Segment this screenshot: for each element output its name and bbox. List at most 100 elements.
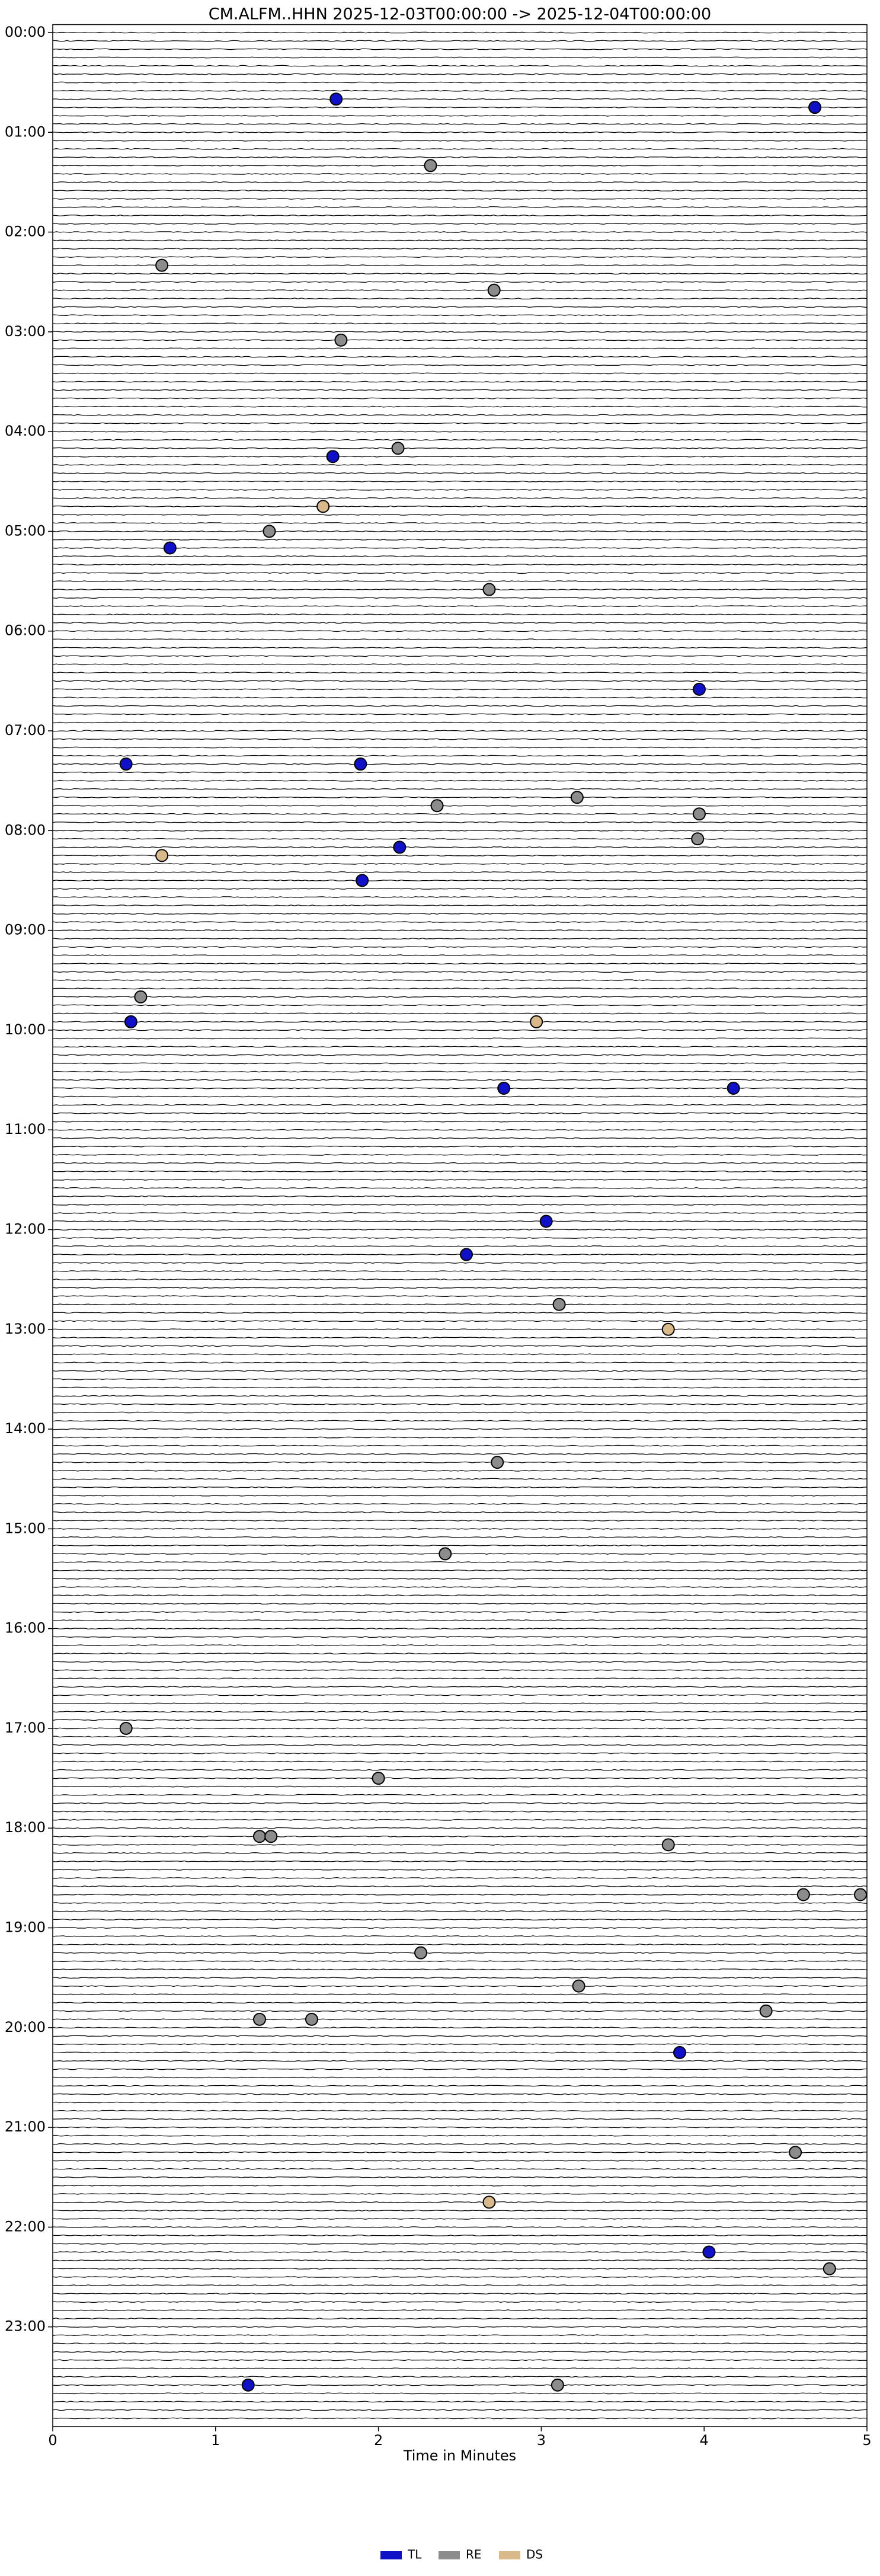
- trace: [52, 1444, 868, 1447]
- trace: [53, 90, 868, 92]
- trace: [52, 322, 868, 325]
- trace: [52, 1420, 868, 1422]
- trace: [52, 2051, 868, 2054]
- trace: [52, 1544, 868, 1546]
- trace: [52, 273, 868, 275]
- trace: [52, 2235, 868, 2236]
- trace: [52, 663, 868, 666]
- trace: [52, 1993, 868, 1996]
- event-marker: [673, 2046, 686, 2059]
- trace: [52, 2085, 868, 2087]
- trace: [52, 1337, 868, 1339]
- trace: [52, 164, 867, 167]
- trace: [52, 1785, 868, 1788]
- trace: [52, 1262, 868, 1264]
- trace: [52, 2151, 867, 2153]
- trace: [52, 231, 868, 233]
- trace: [52, 913, 868, 915]
- trace: [52, 1153, 868, 1156]
- trace: [52, 788, 868, 790]
- trace: [52, 98, 868, 100]
- trace: [52, 987, 868, 990]
- y-tick-label: 08:00: [5, 822, 46, 838]
- trace: [52, 1611, 868, 1613]
- trace: [52, 123, 868, 125]
- y-tick-label: 14:00: [5, 1420, 46, 1437]
- trace: [52, 73, 868, 75]
- trace: [52, 2268, 868, 2270]
- event-marker: [326, 450, 340, 464]
- y-tick-label: 01:00: [5, 123, 46, 140]
- event-marker: [530, 1015, 543, 1028]
- trace: [52, 1037, 868, 1040]
- trace: [52, 705, 868, 707]
- y-tick-label: 10:00: [5, 1021, 46, 1038]
- trace: [52, 264, 868, 267]
- legend-swatch: [439, 2551, 460, 2559]
- trace: [52, 455, 868, 458]
- trace: [52, 1112, 868, 1114]
- trace: [52, 572, 868, 574]
- trace: [52, 1570, 868, 1571]
- x-axis-label: Time in Minutes: [403, 2447, 516, 2464]
- trace: [52, 1203, 868, 1206]
- trace: [52, 1835, 868, 1837]
- event-marker: [661, 1838, 675, 1852]
- trace: [52, 1270, 868, 1273]
- trace: [52, 613, 868, 616]
- trace: [52, 281, 868, 283]
- trace: [52, 1361, 868, 1364]
- trace: [52, 672, 868, 674]
- trace: [52, 1578, 868, 1580]
- event-marker: [329, 92, 343, 106]
- trace: [52, 1527, 868, 1530]
- trace: [52, 871, 868, 873]
- trace: [52, 31, 867, 34]
- event-marker: [263, 525, 276, 538]
- trace: [52, 1395, 868, 1397]
- trace: [52, 2093, 868, 2095]
- event-marker: [264, 1830, 278, 1843]
- trace: [53, 156, 868, 158]
- trace: [52, 1744, 868, 1746]
- trace: [52, 1694, 867, 1696]
- trace: [52, 539, 868, 541]
- trace: [52, 2176, 868, 2178]
- trace: [53, 1752, 868, 1754]
- y-tick-label: 18:00: [5, 1819, 46, 1836]
- trace: [52, 1120, 868, 1123]
- trace: [52, 680, 868, 682]
- trace: [52, 996, 868, 998]
- event-marker: [702, 2245, 716, 2259]
- trace: [52, 2359, 868, 2361]
- trace: [53, 1552, 868, 1555]
- event-marker: [727, 1082, 740, 1095]
- trace: [52, 589, 868, 591]
- trace: [52, 1594, 868, 1597]
- legend-swatch: [380, 2551, 402, 2559]
- trace: [52, 2342, 868, 2345]
- event-marker: [854, 1888, 868, 1901]
- trace: [52, 2193, 868, 2195]
- y-tick-label: 21:00: [5, 2118, 46, 2135]
- trace: [52, 2384, 868, 2386]
- event-marker: [491, 1456, 504, 1469]
- trace: [52, 838, 868, 840]
- y-tick-label: 00:00: [5, 24, 46, 40]
- event-marker: [414, 1946, 428, 1960]
- trace: [52, 256, 868, 258]
- event-marker: [482, 583, 496, 596]
- trace: [52, 414, 868, 416]
- trace: [53, 971, 868, 973]
- trace: [52, 1927, 868, 1929]
- event-marker: [789, 2146, 802, 2159]
- trace: [52, 647, 868, 649]
- trace: [52, 1095, 868, 1098]
- trace: [52, 381, 868, 383]
- event-marker: [570, 791, 584, 804]
- trace: [52, 796, 867, 798]
- trace: [52, 1885, 868, 1887]
- trace: [52, 1004, 868, 1006]
- trace: [52, 1503, 868, 1505]
- trace: [52, 862, 868, 865]
